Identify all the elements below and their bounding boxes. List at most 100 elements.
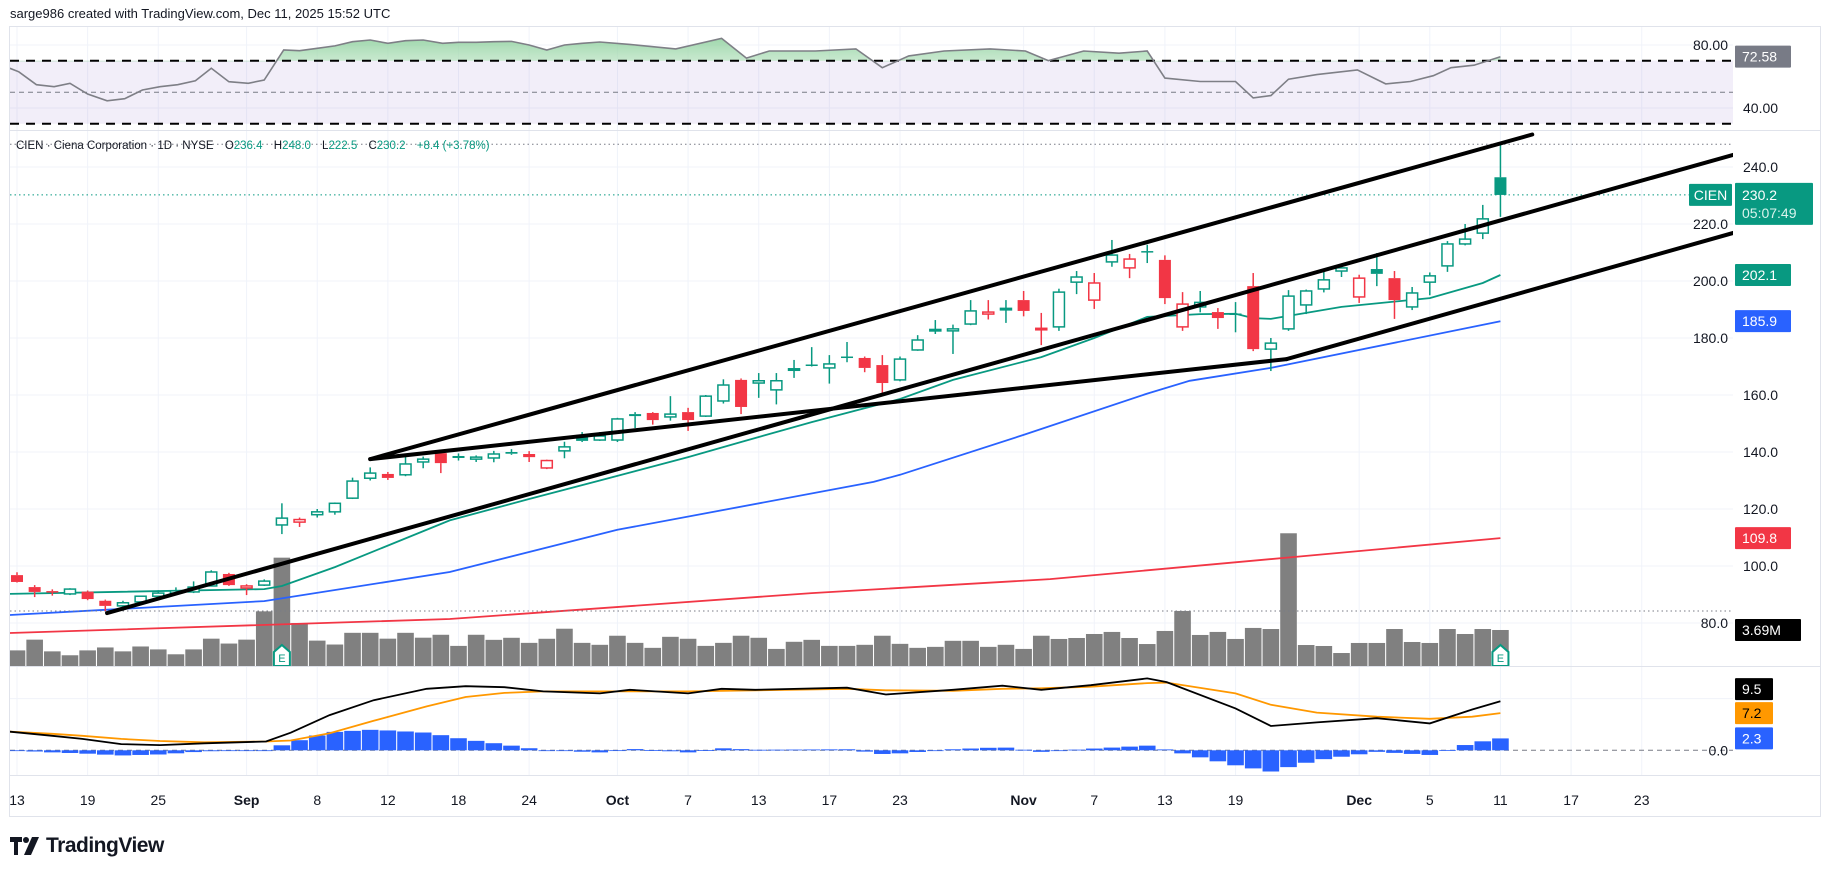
- macd-histogram-bar: [1456, 745, 1474, 751]
- candle: [1441, 241, 1454, 272]
- candle-body: [1317, 279, 1331, 290]
- price-axis-label: 220.0: [1693, 216, 1728, 232]
- candle: [946, 324, 960, 354]
- candle: [275, 503, 289, 535]
- volume-bar: [220, 643, 238, 666]
- macd-histogram-bar: [1068, 749, 1085, 751]
- macd-histogram-bar: [768, 749, 785, 751]
- symbol-tag[interactable]: CIEN: [1689, 183, 1732, 206]
- macd-histogram-bar: [662, 750, 679, 752]
- macd-pane[interactable]: [9, 677, 1733, 772]
- volume-bar: [1297, 645, 1315, 666]
- rsi-plot: [10, 37, 1733, 125]
- volume-bar: [679, 638, 697, 666]
- macd-histogram-bar: [573, 750, 591, 752]
- candle: [46, 589, 59, 596]
- macd-histogram-bar: [1350, 750, 1368, 755]
- volume-bar: [1262, 629, 1280, 666]
- price-axis[interactable]: 80.00 40.00 240.0 220.0 200.0 180.0 160.0 140.0…: [1689, 37, 1813, 758]
- ma-slow-badge[interactable]: 109.8: [1735, 527, 1791, 550]
- candle: [1052, 288, 1066, 331]
- ma-mid-badge[interactable]: 185.9: [1735, 310, 1791, 333]
- volume-bar: [149, 649, 167, 666]
- macd-histogram-bar: [308, 735, 326, 751]
- bar-countdown: 05:07:49: [1742, 205, 1797, 221]
- volume-bar: [1050, 638, 1068, 666]
- symbol-tag-text: CIEN: [1694, 187, 1727, 203]
- rsi-overbought-fill: [10, 38, 1501, 62]
- earnings-label: E: [1497, 653, 1504, 665]
- candle: [205, 570, 218, 587]
- candle-body: [717, 384, 730, 402]
- legend-interval: 1D: [157, 140, 173, 152]
- rsi-pane[interactable]: [10, 37, 1733, 125]
- candle-body: [1458, 238, 1472, 245]
- volume-bar: [556, 628, 573, 666]
- legend-high-value: 248.0: [282, 140, 311, 152]
- rsi-value-badge[interactable]: 72.58: [1735, 45, 1791, 68]
- volume-bar: [1456, 633, 1474, 666]
- candle: [63, 588, 77, 596]
- candle-body: [982, 311, 995, 315]
- trendline-drawings[interactable]: [105, 132, 1733, 616]
- legend-exchange: NYSE: [182, 140, 214, 152]
- price-axis-label: 120.0: [1743, 501, 1778, 517]
- candle-body: [1017, 300, 1030, 311]
- candle-body: [841, 356, 854, 359]
- volume-bar: [1209, 631, 1227, 666]
- ma-mid-badge-bg: [1735, 310, 1791, 333]
- ma-fast-badge[interactable]: 202.1: [1735, 264, 1791, 287]
- candle-body: [240, 585, 253, 589]
- legend-low-label: L: [322, 140, 329, 152]
- rsi-line: [10, 37, 1501, 102]
- macd-histogram-bar: [503, 745, 520, 751]
- candle: [893, 356, 907, 382]
- candle-body: [275, 517, 289, 526]
- candle: [81, 590, 94, 601]
- macd-signal-badge[interactable]: 7.2: [1735, 702, 1773, 725]
- candle-body: [629, 414, 642, 417]
- candle-body: [1070, 276, 1083, 283]
- volume-bar: [538, 638, 556, 666]
- symbol-legend[interactable]: CIEN · Ciena Corporation · 1D · NYSE O23…: [16, 140, 490, 152]
- volume-bar: [891, 643, 909, 666]
- macd-histogram-bar: [732, 749, 750, 751]
- volume-bar: [255, 611, 273, 666]
- time-axis-label: 19: [1228, 792, 1244, 808]
- candle: [257, 579, 271, 586]
- volume-bar: [361, 632, 379, 666]
- macd-value-badge-bg: [1735, 678, 1773, 701]
- candle: [717, 379, 730, 404]
- volume-bar: [132, 646, 149, 666]
- last-price-value: 230.2: [1742, 187, 1777, 203]
- macd-histogram-badge[interactable]: 2.3: [1735, 727, 1773, 750]
- time-axis-label: 17: [1563, 792, 1579, 808]
- macd-axis-label: 0.0: [1709, 742, 1729, 758]
- volume-bar: [326, 644, 344, 666]
- candle-body: [876, 365, 889, 384]
- candle: [363, 467, 377, 481]
- time-axis-label: 13: [9, 792, 25, 808]
- volume-bar: [167, 654, 185, 666]
- volume-badge[interactable]: 3.69M: [1735, 619, 1801, 641]
- macd-histogram-bar: [220, 750, 238, 752]
- macd-histogram-bar: [132, 750, 149, 755]
- macd-histogram-bar: [1280, 750, 1297, 768]
- last-price-badge[interactable]: 230.2 05:07:49: [1735, 182, 1813, 225]
- candle-body: [293, 518, 306, 523]
- macd-histogram-bar: [1403, 750, 1421, 754]
- tradingview-logo-text: TradingView: [46, 834, 164, 857]
- candle-body: [310, 511, 324, 516]
- volume-bar: [1068, 637, 1085, 666]
- volume-bar: [432, 634, 450, 666]
- time-axis-label: 7: [1090, 792, 1098, 808]
- candle: [99, 599, 112, 612]
- macd-value-badge[interactable]: 9.5: [1735, 678, 1773, 701]
- macd-histogram-bar: [1474, 741, 1492, 751]
- tradingview-logo[interactable]: TradingView: [10, 834, 164, 858]
- time-axis[interactable]: 13 19 25 Sep 8 12 18 24 Oct 7 13 17 23 Nov 7 13 19 Dec 5 11…: [9, 792, 1650, 808]
- candle: [1264, 338, 1278, 372]
- candle-body: [540, 459, 554, 469]
- candle-body: [699, 395, 712, 417]
